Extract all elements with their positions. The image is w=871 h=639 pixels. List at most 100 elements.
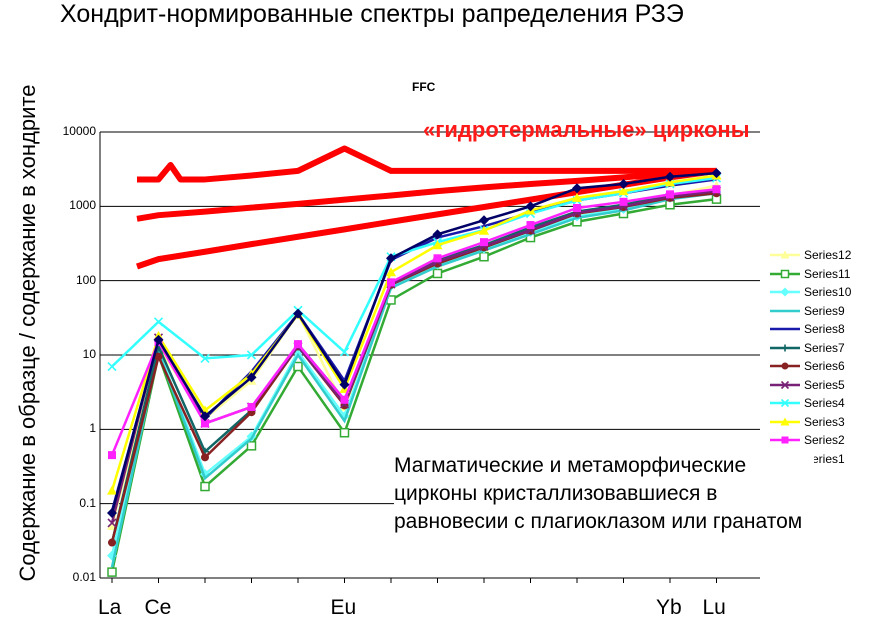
legend-swatch: [770, 380, 800, 389]
series-line: [110, 174, 717, 491]
series-point: [339, 379, 350, 390]
series-point: [201, 453, 209, 462]
series-point: [386, 267, 396, 277]
series-point: [339, 347, 350, 357]
series-point: [108, 451, 116, 460]
series-point: [293, 361, 303, 372]
series-point: [340, 395, 349, 404]
series-point: [432, 240, 443, 250]
legend-label: Series5: [804, 377, 845, 392]
series-point: [618, 178, 629, 189]
legend-label: Series3: [804, 414, 845, 429]
series-point: [525, 201, 536, 212]
series-point: [781, 436, 789, 444]
series-point: [480, 238, 488, 247]
series-point: [479, 215, 489, 226]
y-tick-label: 1: [89, 421, 96, 436]
series-point: [666, 190, 674, 199]
series-point: [780, 417, 790, 425]
series-point: [200, 481, 210, 492]
series-point: [294, 340, 302, 349]
series-point: [293, 308, 303, 319]
legend-label: Series9: [804, 303, 845, 318]
y-tick-label: 0.01: [72, 570, 96, 584]
series-point: [246, 441, 257, 451]
page-title: Хондрит-нормированные спектры рапределен…: [60, 0, 684, 28]
chart-title: FFC: [412, 80, 436, 94]
hydrothermal-curve: [136, 167, 717, 222]
series-point: [780, 380, 790, 389]
x-tick-label: Lu: [702, 596, 726, 619]
series-point: [572, 183, 582, 194]
series-point: [153, 334, 164, 345]
legend-item: Series2: [768, 431, 871, 450]
series-point: [339, 427, 350, 438]
series-point: [153, 317, 164, 327]
series-point: [107, 518, 117, 528]
hydrothermal-label: «гидротермальные» цирконы: [423, 117, 750, 142]
legend-label: Series8: [804, 322, 845, 336]
legend-swatch: [770, 344, 800, 351]
series-line: [110, 192, 717, 568]
legend-item: Series3: [768, 413, 871, 432]
series-point: [526, 221, 535, 230]
series-point: [107, 507, 117, 518]
legend-label: Series7: [804, 340, 845, 355]
series-point: [107, 567, 117, 577]
legend-swatch: [770, 287, 800, 297]
legend-item: Series9: [768, 302, 871, 321]
series-point: [712, 185, 721, 194]
x-tick-label: Ce: [144, 596, 172, 619]
legend-swatch: [770, 327, 800, 331]
series-line: [110, 187, 717, 456]
legend-swatch: [770, 436, 800, 444]
series-point: [780, 250, 790, 259]
legend-swatch: [770, 362, 800, 370]
series-point: [781, 362, 789, 370]
hydrothermal-curve: [137, 145, 717, 183]
legend-item: Series6: [768, 357, 871, 376]
series-point: [433, 254, 442, 263]
series-point: [200, 411, 210, 422]
series-point: [665, 177, 675, 187]
legend-label: Series12: [804, 248, 852, 262]
series-point: [246, 372, 257, 383]
series-line: [111, 176, 717, 368]
series-point: [479, 251, 489, 262]
series-point: [432, 268, 443, 279]
series-point: [780, 269, 790, 278]
series-point: [572, 192, 582, 202]
legend-swatch: [770, 269, 800, 278]
series-point: [200, 353, 210, 363]
series-point: [107, 485, 117, 495]
series-point: [432, 229, 443, 240]
x-tick-label: Eu: [330, 596, 357, 619]
legend-item: Series11: [768, 265, 871, 284]
legend-swatch: [770, 417, 800, 425]
series-point: [711, 168, 722, 179]
legend-label: Series2: [804, 433, 845, 447]
series-point: [780, 398, 790, 408]
series-point: [780, 287, 790, 297]
chart-legend: Series12 Series11 Series10 Series9 Series8 Se…: [768, 246, 871, 468]
legend-swatch: [770, 250, 800, 259]
y-tick-label: 100: [75, 272, 96, 287]
legend-item: Series5: [768, 376, 871, 395]
series-point: [107, 361, 117, 372]
x-tick-label: Yb: [656, 596, 682, 619]
legend-label: Series6: [804, 359, 845, 373]
series-point: [247, 402, 256, 411]
series-point: [573, 203, 581, 212]
hydrothermal-curve: [136, 167, 717, 270]
series-point: [108, 538, 116, 547]
legend-label: Series11: [804, 266, 851, 281]
y-tick-label: 0.1: [79, 495, 96, 510]
series-line: [110, 197, 717, 573]
legend-item: Series8: [768, 320, 871, 339]
series-point: [387, 278, 395, 287]
magmatic-annotation: Магматические и метаморфические цирконы …: [394, 452, 814, 536]
series-point: [665, 171, 675, 182]
series-point: [479, 225, 489, 235]
y-tick-label: 10: [82, 347, 96, 361]
